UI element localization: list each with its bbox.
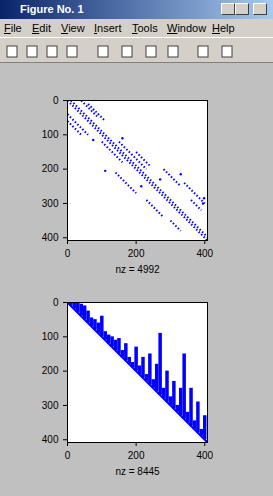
svg-text:0: 0 bbox=[65, 248, 71, 259]
svg-text:100: 100 bbox=[42, 331, 59, 342]
svg-text:300: 300 bbox=[42, 400, 59, 411]
html-text:E dit: E dit bbox=[32, 22, 51, 34]
html-text:I nsert: I nsert bbox=[94, 22, 122, 34]
svg-text:100: 100 bbox=[42, 129, 59, 140]
svg-text:0: 0 bbox=[65, 450, 71, 461]
svg-text:0: 0 bbox=[53, 297, 59, 308]
svg-text:400: 400 bbox=[196, 450, 213, 461]
svg-text:400: 400 bbox=[196, 248, 213, 259]
html-text:T ools: T ools bbox=[132, 22, 158, 34]
svg-text:300: 300 bbox=[42, 198, 59, 209]
svg-text:200: 200 bbox=[42, 163, 59, 174]
svg-text:0: 0 bbox=[53, 95, 59, 106]
svg-text:400: 400 bbox=[42, 434, 59, 445]
svg-text:400: 400 bbox=[42, 232, 59, 243]
html-text:W indow: W indow bbox=[167, 22, 207, 34]
svg-text:nz = 4992: nz = 4992 bbox=[115, 264, 160, 275]
svg-text:nz = 8445: nz = 8445 bbox=[115, 466, 160, 477]
svg-text:200: 200 bbox=[128, 248, 145, 259]
svg-text:200: 200 bbox=[42, 365, 59, 376]
html-text:H elp: H elp bbox=[212, 22, 235, 34]
html-text:F ile: F ile bbox=[4, 22, 22, 34]
html-text:V iew: V iew bbox=[61, 22, 85, 34]
svg-text:200: 200 bbox=[128, 450, 145, 461]
html-text:Figure No. 1: Figure No. 1 bbox=[20, 3, 84, 15]
